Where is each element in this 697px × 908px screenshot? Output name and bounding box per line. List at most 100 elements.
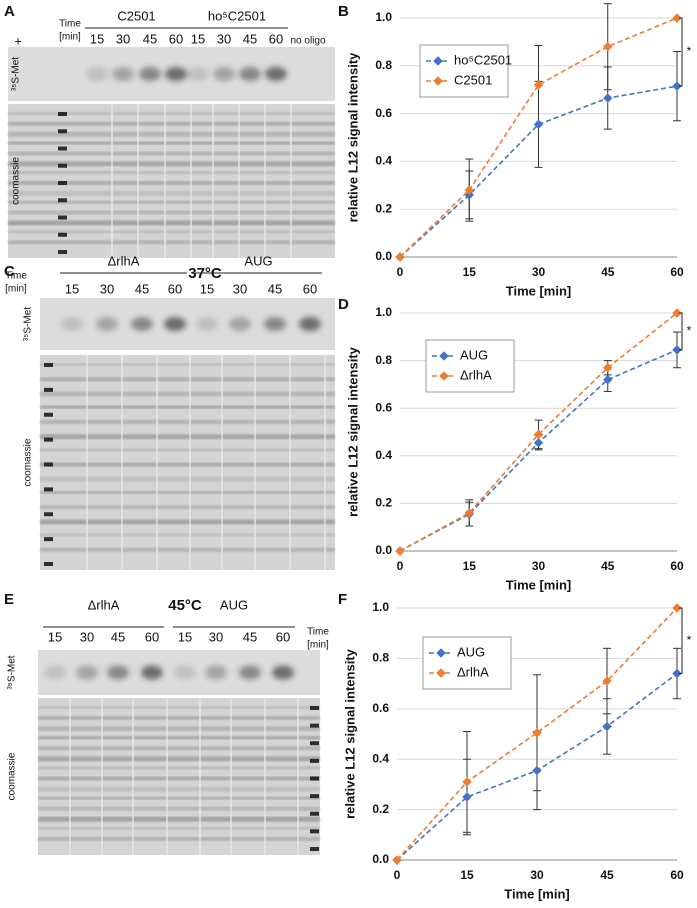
x-tick-label: 60 — [670, 868, 684, 882]
lane-label: 15 — [191, 31, 205, 46]
y-tick-label: 0.4 — [375, 448, 392, 462]
radio-band — [131, 317, 153, 331]
y-tick-label: 0.6 — [375, 106, 392, 120]
row-label: coomassie — [7, 752, 18, 800]
lane-label: 60 — [145, 629, 159, 644]
x-tick-label: 0 — [394, 868, 401, 882]
gel-band — [38, 836, 320, 841]
gel-band — [8, 210, 335, 215]
significance-label: * — [687, 44, 692, 58]
time-label: Time — [5, 271, 27, 282]
gel-band — [40, 448, 335, 452]
gel-band — [40, 519, 335, 525]
radio-band — [141, 665, 163, 680]
ladder-band — [44, 487, 53, 492]
marker — [672, 308, 682, 318]
gel-band — [40, 363, 335, 366]
x-tick-label: 30 — [530, 868, 544, 882]
gel-band — [40, 405, 335, 409]
y-tick-label: 0.6 — [372, 701, 389, 715]
gel-band — [38, 816, 320, 822]
group-label: ho⁵C2501 — [208, 8, 266, 23]
x-tick-label: 0 — [397, 559, 404, 573]
gel-band — [40, 476, 335, 482]
gel-band — [8, 131, 335, 137]
lane-label: 15 — [48, 629, 62, 644]
marker — [672, 668, 682, 679]
panel-label: A — [4, 3, 15, 20]
legend-marker — [439, 371, 449, 381]
lane-label: 60 — [269, 31, 283, 46]
radio-band — [86, 67, 108, 81]
gel-band — [8, 190, 335, 196]
legend-label: AUG — [457, 644, 485, 659]
x-tick-label: 15 — [463, 265, 477, 279]
radio-band — [265, 67, 287, 81]
ladder-band — [44, 512, 53, 517]
gel-band — [40, 391, 335, 397]
x-tick-label: 30 — [532, 265, 546, 279]
gel-band — [8, 141, 335, 145]
gel-band — [8, 200, 335, 204]
y-tick-label: 1.0 — [372, 600, 389, 614]
marker — [532, 728, 542, 738]
legend-marker — [436, 648, 446, 658]
legend-box — [422, 636, 512, 690]
y-tick-label: 0.8 — [375, 353, 392, 367]
marker — [602, 721, 612, 732]
lane-label: 30 — [233, 281, 247, 296]
marker — [395, 546, 405, 556]
lane-label: 60 — [276, 629, 290, 644]
x-tick-label: 0 — [397, 265, 404, 279]
panel-label: F — [338, 591, 347, 608]
gel-band — [38, 806, 320, 811]
y-axis-title: relative L12 signal intensity — [342, 648, 357, 819]
ladder-band — [310, 811, 319, 816]
row-label: ³⁵S-Met — [7, 655, 18, 689]
radio-band — [264, 317, 286, 331]
ladder-band — [310, 723, 319, 728]
radio-band — [165, 67, 187, 81]
gel-band — [38, 786, 320, 792]
lane-label: 45 — [268, 281, 282, 296]
y-tick-label: 0.0 — [375, 249, 392, 263]
gel-band — [8, 171, 335, 175]
ladder-band — [44, 412, 53, 417]
panel-label: D — [338, 296, 349, 313]
x-tick-label: 45 — [601, 265, 615, 279]
gel-band — [38, 796, 320, 800]
lane-label: 15 — [178, 629, 192, 644]
radio-band — [239, 67, 261, 81]
y-tick-label: 0.2 — [375, 496, 392, 510]
series-line — [399, 85, 678, 258]
radio-band — [96, 317, 118, 331]
y-axis-title: relative L12 signal intensity — [345, 346, 360, 517]
ladder-band — [44, 363, 53, 367]
gel-band — [38, 776, 320, 781]
radio-band — [112, 67, 134, 81]
radio-band — [239, 665, 261, 680]
marker — [464, 185, 474, 195]
y-tick-label: 0.0 — [375, 543, 392, 557]
control-label: + — [14, 33, 22, 48]
y-tick-label: 0.2 — [372, 802, 389, 816]
gel-band — [8, 121, 335, 126]
lane-label: 30 — [80, 629, 94, 644]
lane-label: 60 — [168, 281, 182, 296]
gel-band — [8, 230, 335, 234]
marker — [395, 252, 405, 262]
ladder-band — [58, 215, 67, 220]
ladder-band — [58, 146, 67, 151]
y-tick-label: 1.0 — [375, 305, 392, 319]
ladder-band — [310, 758, 319, 763]
panel-label: B — [338, 3, 349, 20]
gel-band — [8, 112, 335, 115]
gel-band — [8, 151, 335, 156]
significance-label: * — [687, 324, 692, 338]
gel-band — [8, 181, 335, 185]
ladder-band — [44, 387, 53, 392]
gel-band — [38, 756, 320, 762]
radio-band — [205, 665, 227, 680]
ladder-band — [310, 794, 319, 799]
